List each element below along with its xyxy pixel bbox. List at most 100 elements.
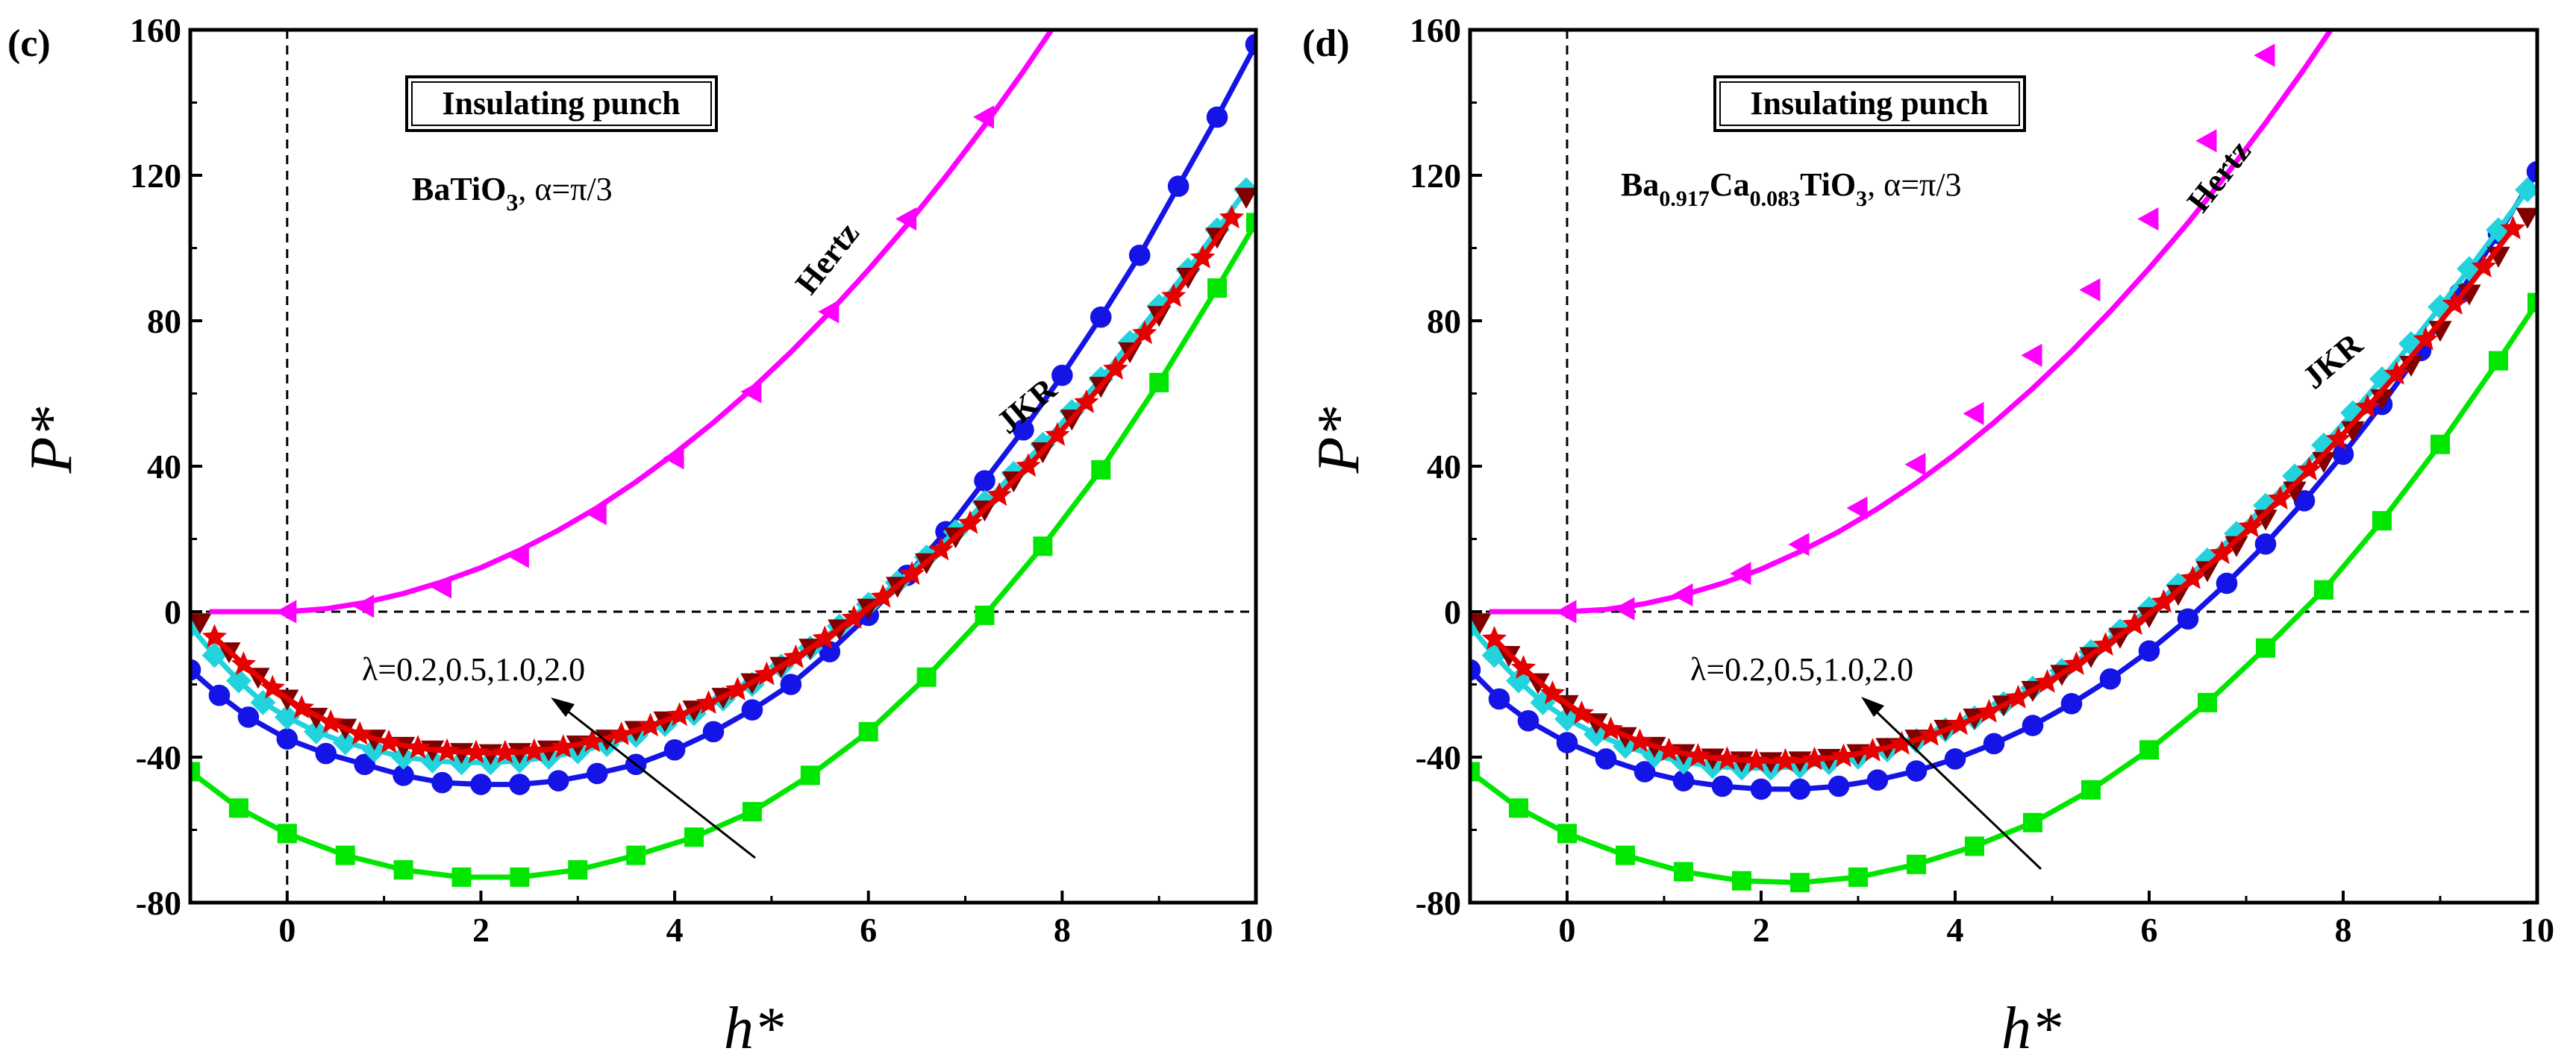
data-point <box>1790 873 1810 892</box>
data-point <box>1091 460 1110 480</box>
data-point <box>277 728 298 750</box>
data-point <box>509 774 531 795</box>
y-tick-label: -40 <box>136 738 181 777</box>
data-point <box>548 770 569 791</box>
data-point <box>743 802 762 821</box>
data-point <box>1848 868 1868 887</box>
data-point <box>1616 846 1635 865</box>
data-point <box>2314 580 2333 600</box>
data-point <box>1965 836 1984 856</box>
data-point <box>568 860 587 879</box>
panel-label: (d) <box>1302 22 1350 65</box>
data-point <box>275 600 296 623</box>
data-point <box>917 668 937 687</box>
data-point <box>1051 365 1073 386</box>
data-point <box>1207 278 1227 298</box>
x-tick-label: 0 <box>1559 911 1576 949</box>
data-point <box>1168 175 1189 197</box>
material-suffix: , α=π/3 <box>518 171 612 207</box>
data-point <box>663 446 684 469</box>
material-tio: TiO <box>1800 166 1856 203</box>
y-tick-label: 120 <box>1410 157 1461 195</box>
x-tick-label: 6 <box>860 911 877 949</box>
data-point <box>859 722 878 741</box>
data-point <box>626 846 645 865</box>
data-point <box>394 860 413 879</box>
jkr-label: JKR <box>2295 325 2370 396</box>
x-tick-label: 2 <box>472 911 490 949</box>
data-point <box>1907 855 1926 874</box>
x-tick-label: 6 <box>2141 911 2158 949</box>
data-point <box>2198 693 2217 712</box>
data-point <box>353 595 374 618</box>
data-point <box>2079 278 2100 301</box>
data-point <box>974 470 995 492</box>
data-point <box>801 765 820 785</box>
material-ba-sub: 0.917 <box>1659 186 1710 211</box>
data-point <box>1509 798 1528 818</box>
data-point <box>2100 668 2122 690</box>
figure: 0 2 4 6 8 10-80-4004080120160 (c) P* h* Insul… <box>0 0 2576 1060</box>
data-point <box>1983 733 2005 755</box>
lambda-arrowhead <box>1861 697 1884 717</box>
material-tio-sub: 3 <box>1856 186 1867 211</box>
data-point <box>1712 776 1734 797</box>
data-point <box>451 868 471 887</box>
data-point <box>1595 748 1617 770</box>
panel-d: 0 2 4 6 8 10-80-4004080120160 (d) P* h* Insul… <box>1302 0 2554 1060</box>
data-point <box>2195 129 2216 152</box>
y-tick-label: -80 <box>136 884 181 922</box>
data-point <box>1557 732 1578 753</box>
y-tick-label: -80 <box>1416 884 1461 922</box>
data-point <box>229 798 248 818</box>
data-point <box>684 827 704 847</box>
data-point <box>2489 351 2508 371</box>
data-point <box>1129 245 1151 266</box>
data-point <box>1555 600 1576 623</box>
data-point <box>1867 769 1889 791</box>
data-point <box>1945 748 1966 770</box>
x-tick-label: 8 <box>1054 911 1071 949</box>
material-ca-sub: 0.083 <box>1750 186 1801 211</box>
data-point <box>2254 44 2275 67</box>
data-point <box>2178 608 2199 630</box>
y-tick-label: 40 <box>1427 448 1461 486</box>
data-point <box>2023 813 2042 832</box>
data-point <box>975 606 995 625</box>
y-tick-label: 80 <box>147 302 181 340</box>
data-point <box>1489 689 1510 710</box>
material-ca: Ca <box>1710 166 1750 203</box>
data-point <box>510 868 529 887</box>
data-point <box>1672 583 1692 606</box>
material-suffix: , α=π/3 <box>1867 166 1961 203</box>
data-point <box>470 774 492 795</box>
data-point <box>2022 715 2044 736</box>
lambda-label: λ=0.2,0.5,1.0,2.0 <box>362 651 585 688</box>
y-tick-label: -40 <box>1416 738 1461 777</box>
lambda-label: λ=0.2,0.5,1.0,2.0 <box>1690 651 1913 688</box>
data-point <box>1789 779 1811 800</box>
data-point <box>742 699 763 721</box>
data-point <box>781 674 802 695</box>
data-point <box>2139 640 2160 662</box>
y-axis-title: P* <box>19 407 84 474</box>
data-point <box>1033 536 1052 556</box>
data-point <box>2372 511 2392 530</box>
data-point <box>664 739 686 761</box>
data-point <box>1613 598 1634 621</box>
series-line <box>1495 229 2513 762</box>
box-label: Insulating punch <box>1750 85 1988 122</box>
material-ba: Ba <box>1621 166 1659 203</box>
x-tick-label: 0 <box>278 911 296 949</box>
y-tick-label: 120 <box>130 157 181 195</box>
data-point <box>1674 862 1693 882</box>
data-point <box>1149 373 1169 392</box>
data-point <box>2081 780 2101 800</box>
data-point <box>238 706 260 728</box>
y-axis-title: P* <box>1306 407 1372 474</box>
data-point <box>2021 344 2042 367</box>
data-point <box>315 743 337 765</box>
series-line <box>190 190 1246 763</box>
box-label: Insulating punch <box>442 85 680 122</box>
data-point <box>1090 307 1112 328</box>
